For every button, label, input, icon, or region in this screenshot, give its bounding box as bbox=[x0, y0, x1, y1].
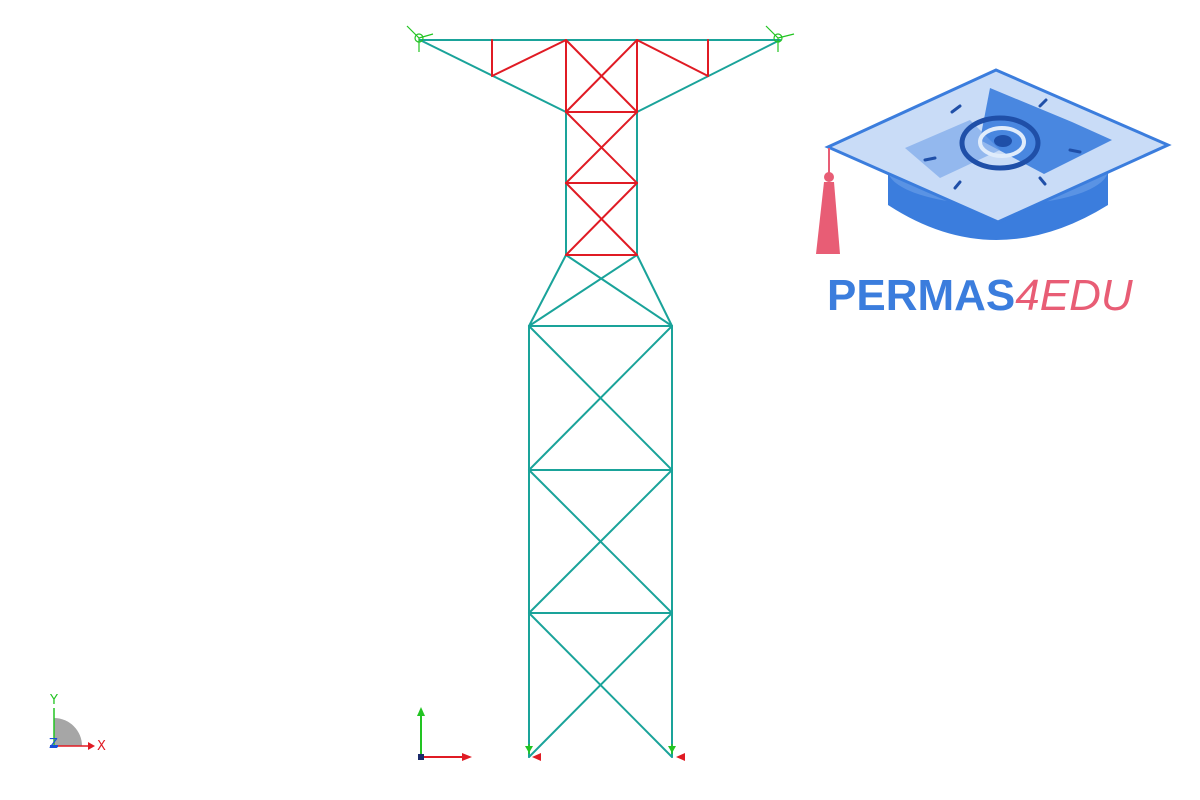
highlighted-member[interactable] bbox=[565, 111, 638, 184]
axis-label-x: X bbox=[97, 739, 106, 754]
logo-wordmark: PERMAS4EDU bbox=[827, 271, 1133, 320]
truss-member[interactable] bbox=[636, 254, 673, 327]
permas4edu-logo: PERMAS4EDU bbox=[816, 68, 1172, 320]
support-left[interactable] bbox=[525, 744, 541, 761]
truss-members-highlighted[interactable] bbox=[491, 39, 709, 256]
highlighted-member[interactable] bbox=[565, 182, 638, 256]
local-origin-axes bbox=[417, 707, 472, 761]
truss-member[interactable] bbox=[528, 469, 673, 614]
highlighted-member[interactable] bbox=[565, 39, 638, 113]
truss-member[interactable] bbox=[565, 254, 673, 327]
axis-label-z: Z bbox=[49, 737, 58, 752]
logo-suffix: 4EDU bbox=[1015, 271, 1133, 320]
graduation-cap-icon bbox=[816, 68, 1172, 254]
logo-brand: PERMAS bbox=[827, 271, 1015, 320]
truss-member[interactable] bbox=[528, 612, 673, 758]
truss-member[interactable] bbox=[528, 254, 567, 327]
truss-member[interactable] bbox=[528, 254, 638, 327]
load-marker-left[interactable] bbox=[406, 25, 434, 52]
support-right[interactable] bbox=[668, 744, 685, 761]
highlighted-member[interactable] bbox=[636, 39, 709, 77]
truss-members-default[interactable] bbox=[419, 39, 781, 758]
highlighted-member[interactable] bbox=[491, 39, 567, 77]
truss-member[interactable] bbox=[528, 325, 673, 471]
axis-label-y: Y bbox=[49, 693, 58, 708]
load-marker-right[interactable] bbox=[765, 25, 795, 52]
axis-triad[interactable]: Y X Z bbox=[49, 693, 106, 754]
